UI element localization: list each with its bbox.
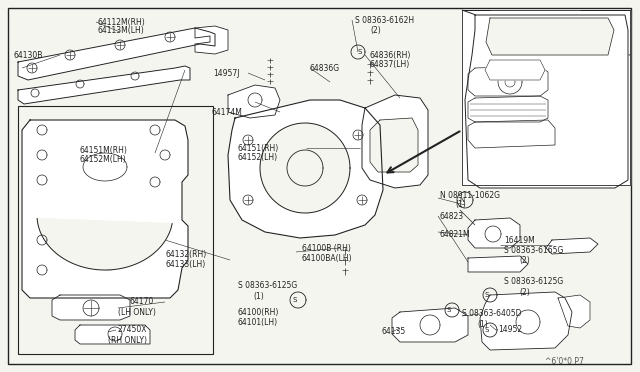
Text: 14957J: 14957J	[213, 68, 239, 77]
Polygon shape	[468, 256, 528, 272]
Polygon shape	[75, 325, 150, 344]
Polygon shape	[228, 100, 383, 238]
Text: S: S	[485, 292, 489, 298]
Text: 64101(LH): 64101(LH)	[238, 317, 278, 327]
Text: 64836(RH): 64836(RH)	[370, 51, 412, 60]
Text: 64100(RH): 64100(RH)	[238, 308, 280, 317]
Text: (2): (2)	[370, 26, 381, 35]
Text: 64837(LH): 64837(LH)	[370, 60, 410, 68]
Text: ^6'0*0 P7: ^6'0*0 P7	[545, 357, 584, 366]
Text: N: N	[460, 197, 465, 203]
Text: 64821M: 64821M	[440, 230, 470, 238]
Text: (2): (2)	[519, 256, 530, 264]
Text: 64836G: 64836G	[310, 64, 340, 73]
Polygon shape	[468, 120, 555, 148]
Text: 64151(RH): 64151(RH)	[238, 144, 279, 153]
Polygon shape	[52, 295, 130, 320]
Text: 64152M(LH): 64152M(LH)	[80, 154, 127, 164]
Polygon shape	[18, 66, 190, 104]
Text: 14952: 14952	[498, 326, 522, 334]
Polygon shape	[462, 10, 630, 185]
Text: S: S	[358, 49, 362, 55]
Text: 64170: 64170	[130, 298, 154, 307]
Text: S 08363-6165G: S 08363-6165G	[504, 246, 563, 254]
Text: 27450X: 27450X	[118, 326, 147, 334]
Text: (RH ONLY): (RH ONLY)	[108, 336, 147, 344]
Text: S 08363-6125G: S 08363-6125G	[504, 278, 563, 286]
Text: (1): (1)	[477, 320, 488, 328]
Text: 64132(RH): 64132(RH)	[165, 250, 206, 260]
Polygon shape	[485, 60, 545, 80]
Polygon shape	[392, 308, 468, 342]
Polygon shape	[195, 26, 228, 54]
Polygon shape	[558, 295, 590, 328]
Bar	[18, 106, 213, 354]
Text: 64823: 64823	[440, 212, 464, 221]
Text: 64100B (RH): 64100B (RH)	[302, 244, 351, 253]
Text: (1): (1)	[253, 292, 264, 301]
Polygon shape	[260, 123, 350, 213]
Text: S: S	[447, 307, 451, 313]
Text: S 08363-6405D: S 08363-6405D	[462, 310, 522, 318]
Polygon shape	[480, 292, 572, 350]
Polygon shape	[465, 15, 628, 188]
Polygon shape	[362, 95, 428, 188]
Text: 64133(LH): 64133(LH)	[165, 260, 205, 269]
Polygon shape	[486, 18, 614, 55]
Text: 64151M(RH): 64151M(RH)	[80, 145, 128, 154]
Text: 64135: 64135	[382, 327, 406, 337]
Polygon shape	[546, 238, 598, 254]
Text: S 08363-6162H: S 08363-6162H	[355, 16, 414, 25]
Polygon shape	[468, 96, 548, 122]
Polygon shape	[37, 218, 172, 270]
Text: 64130B: 64130B	[14, 51, 44, 60]
Text: (2): (2)	[519, 288, 530, 296]
Text: 64113M(LH): 64113M(LH)	[98, 26, 145, 35]
Text: 64112M(RH): 64112M(RH)	[98, 17, 146, 26]
Text: (LH ONLY): (LH ONLY)	[118, 308, 156, 317]
Text: 64100BA(LH): 64100BA(LH)	[302, 253, 353, 263]
Text: S 08363-6125G: S 08363-6125G	[238, 282, 297, 291]
Text: (1): (1)	[455, 199, 466, 208]
Text: S: S	[293, 297, 297, 303]
Polygon shape	[468, 218, 520, 248]
Polygon shape	[18, 28, 215, 80]
Polygon shape	[370, 118, 418, 172]
Text: N 08911-1062G: N 08911-1062G	[440, 190, 500, 199]
Text: 64174M: 64174M	[212, 108, 243, 116]
Text: 16419M: 16419M	[504, 235, 535, 244]
Polygon shape	[468, 66, 548, 96]
Text: 64152(LH): 64152(LH)	[238, 153, 278, 161]
Polygon shape	[228, 85, 280, 118]
Polygon shape	[22, 120, 188, 298]
Text: S: S	[485, 327, 489, 333]
